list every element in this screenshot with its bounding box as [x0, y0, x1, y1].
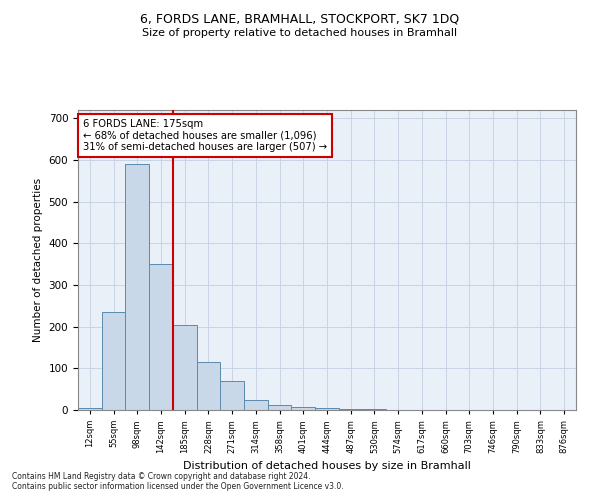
- Bar: [173, 324, 197, 410]
- Bar: [315, 408, 339, 410]
- Text: 6, FORDS LANE, BRAMHALL, STOCKPORT, SK7 1DQ: 6, FORDS LANE, BRAMHALL, STOCKPORT, SK7 …: [140, 12, 460, 26]
- Bar: [244, 400, 268, 410]
- Bar: [220, 381, 244, 410]
- Bar: [339, 409, 362, 410]
- Bar: [362, 409, 386, 410]
- Text: Contains public sector information licensed under the Open Government Licence v3: Contains public sector information licen…: [12, 482, 344, 491]
- Text: Size of property relative to detached houses in Bramhall: Size of property relative to detached ho…: [142, 28, 458, 38]
- Bar: [149, 264, 173, 410]
- Text: 6 FORDS LANE: 175sqm
← 68% of detached houses are smaller (1,096)
31% of semi-de: 6 FORDS LANE: 175sqm ← 68% of detached h…: [83, 119, 327, 152]
- Text: Contains HM Land Registry data © Crown copyright and database right 2024.: Contains HM Land Registry data © Crown c…: [12, 472, 311, 481]
- Bar: [78, 408, 102, 410]
- Bar: [125, 164, 149, 410]
- Bar: [292, 406, 315, 410]
- Bar: [268, 405, 292, 410]
- Bar: [102, 312, 125, 410]
- X-axis label: Distribution of detached houses by size in Bramhall: Distribution of detached houses by size …: [183, 462, 471, 471]
- Y-axis label: Number of detached properties: Number of detached properties: [33, 178, 43, 342]
- Bar: [197, 362, 220, 410]
